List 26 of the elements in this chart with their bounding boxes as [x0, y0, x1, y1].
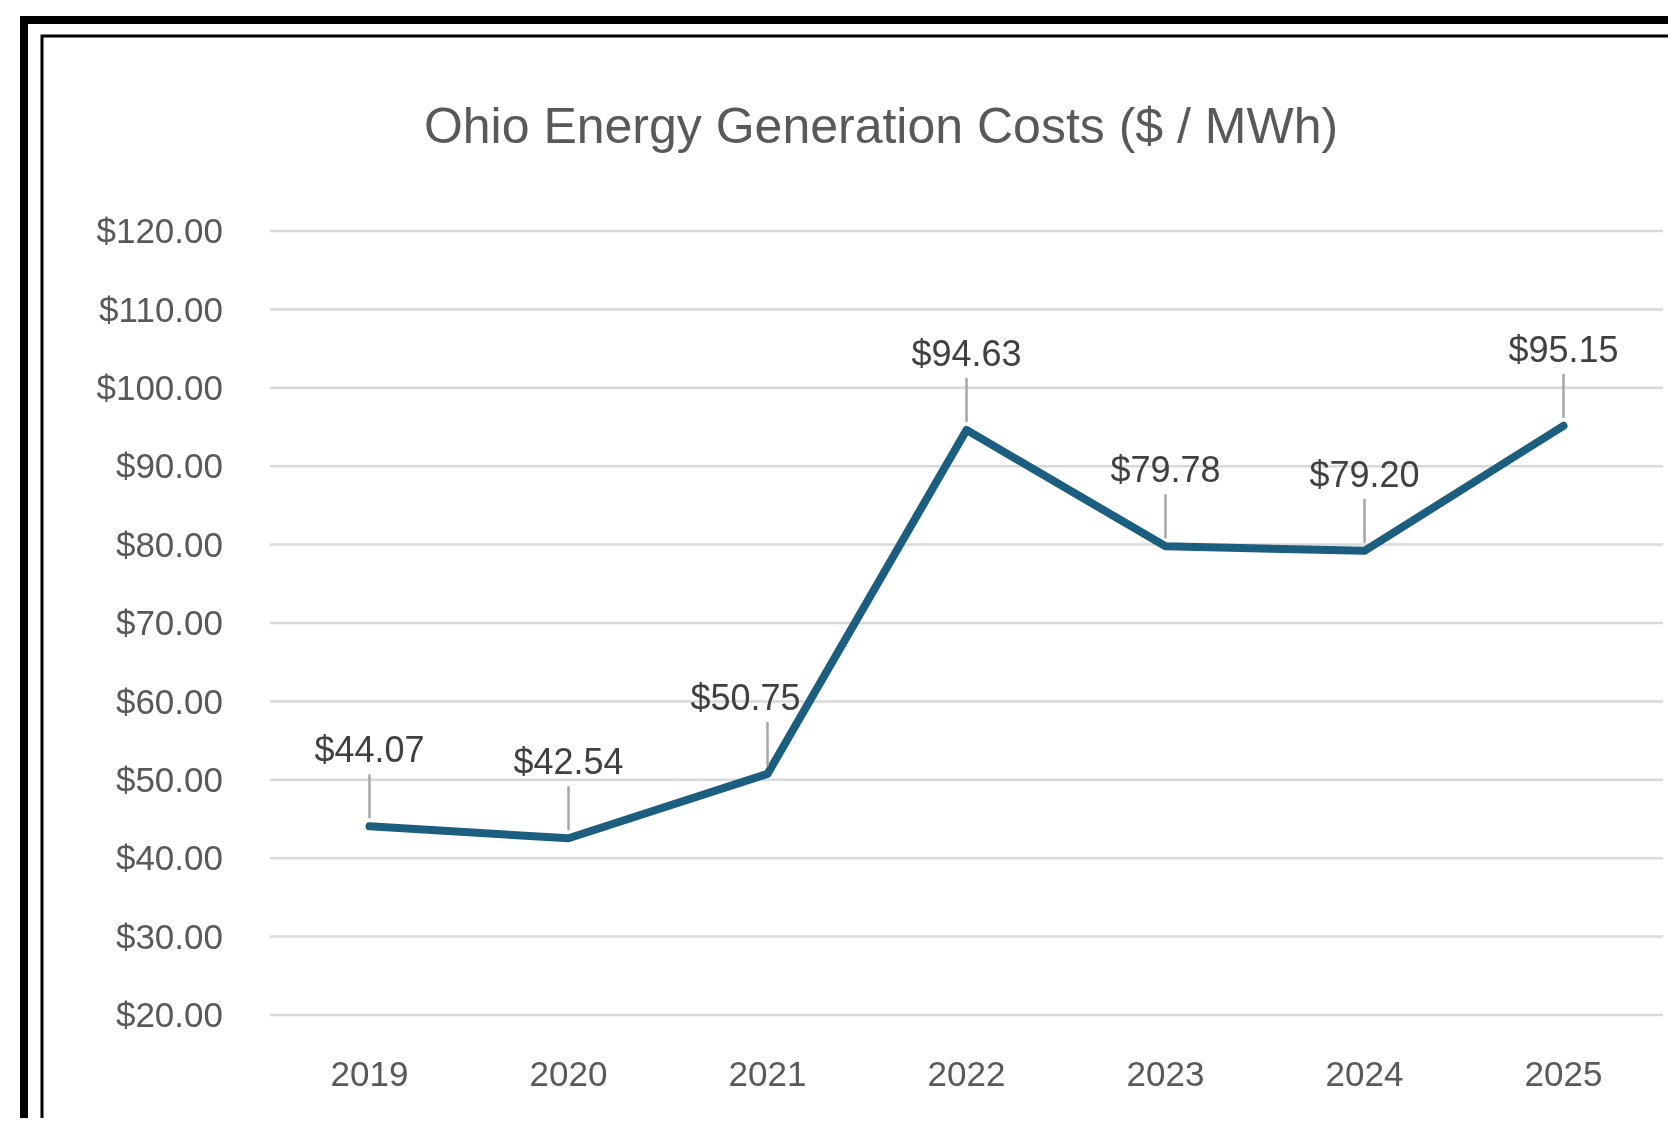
y-tick-label: $120.00 — [96, 211, 223, 251]
y-tick-label: $60.00 — [115, 681, 223, 721]
x-tick-label: 2021 — [728, 1054, 807, 1093]
y-tick-label: $70.00 — [115, 603, 223, 643]
data-label: $42.54 — [513, 741, 624, 783]
y-tick-label: $80.00 — [115, 524, 223, 564]
data-label: $50.75 — [690, 676, 801, 718]
chart-title: Ohio Energy Generation Costs ($ / MWh) — [423, 98, 1339, 154]
data-label: $94.63 — [911, 332, 1022, 374]
y-tick-label: $100.00 — [96, 368, 223, 408]
x-tick-label: 2019 — [330, 1054, 409, 1093]
data-label: $79.20 — [1309, 453, 1420, 495]
data-label: $44.07 — [314, 729, 425, 771]
y-tick-label: $90.00 — [115, 446, 223, 486]
y-tick-label: $30.00 — [115, 916, 223, 956]
y-tick-label: $20.00 — [115, 995, 223, 1035]
x-tick-label: 2020 — [529, 1054, 608, 1093]
x-tick-label: 2024 — [1325, 1054, 1404, 1093]
y-tick-label: $110.00 — [99, 289, 223, 329]
data-label: $95.15 — [1508, 328, 1619, 370]
y-tick-label: $40.00 — [115, 838, 223, 878]
x-tick-label: 2023 — [1126, 1054, 1205, 1093]
data-label: $79.78 — [1110, 449, 1221, 491]
x-tick-label: 2022 — [927, 1054, 1006, 1093]
x-tick-label: 2025 — [1524, 1054, 1603, 1093]
y-tick-label: $50.00 — [115, 760, 223, 800]
